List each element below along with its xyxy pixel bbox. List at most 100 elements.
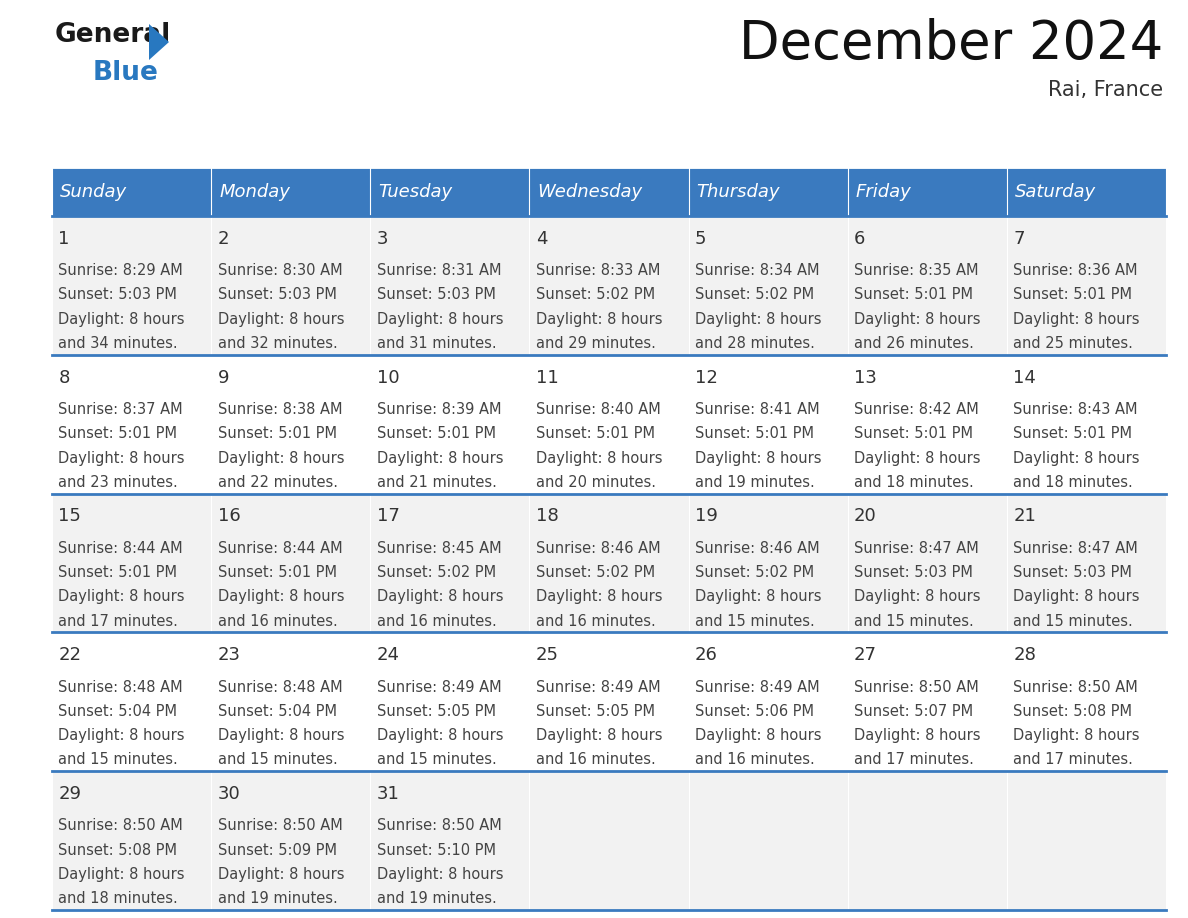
Text: Sunset: 5:05 PM: Sunset: 5:05 PM [377, 704, 495, 719]
Text: Sunrise: 8:29 AM: Sunrise: 8:29 AM [58, 263, 183, 278]
Text: Daylight: 8 hours: Daylight: 8 hours [377, 867, 504, 882]
Text: and 15 minutes.: and 15 minutes. [377, 753, 497, 767]
Text: Sunrise: 8:35 AM: Sunrise: 8:35 AM [854, 263, 979, 278]
Text: Daylight: 8 hours: Daylight: 8 hours [377, 589, 504, 604]
Text: Sunset: 5:01 PM: Sunset: 5:01 PM [377, 426, 495, 442]
Text: and 23 minutes.: and 23 minutes. [58, 475, 178, 490]
Text: Sunset: 5:03 PM: Sunset: 5:03 PM [854, 565, 973, 580]
Text: Daylight: 8 hours: Daylight: 8 hours [377, 312, 504, 327]
Text: and 25 minutes.: and 25 minutes. [1013, 336, 1133, 351]
Text: Sunrise: 8:46 AM: Sunrise: 8:46 AM [695, 541, 820, 555]
Text: Daylight: 8 hours: Daylight: 8 hours [1013, 589, 1139, 604]
Text: Daylight: 8 hours: Daylight: 8 hours [854, 312, 980, 327]
Bar [211, 494, 371, 633]
Text: Daylight: 8 hours: Daylight: 8 hours [217, 589, 345, 604]
Text: 7: 7 [1013, 230, 1025, 248]
Text: Sunday: Sunday [59, 183, 127, 201]
Text: December 2024: December 2024 [739, 18, 1163, 70]
Bar [371, 216, 530, 354]
Text: 5: 5 [695, 230, 707, 248]
Bar [211, 633, 371, 771]
Text: 13: 13 [854, 369, 877, 386]
Bar [52, 771, 211, 910]
Bar [371, 633, 530, 771]
Text: and 18 minutes.: and 18 minutes. [1013, 475, 1133, 490]
Text: Sunset: 5:02 PM: Sunset: 5:02 PM [536, 287, 655, 303]
Text: Sunset: 5:01 PM: Sunset: 5:01 PM [695, 426, 814, 442]
Text: Sunset: 5:03 PM: Sunset: 5:03 PM [217, 287, 336, 303]
Text: Daylight: 8 hours: Daylight: 8 hours [58, 451, 185, 465]
Text: and 17 minutes.: and 17 minutes. [1013, 753, 1133, 767]
Text: Sunset: 5:09 PM: Sunset: 5:09 PM [217, 843, 336, 857]
Text: Daylight: 8 hours: Daylight: 8 hours [58, 312, 185, 327]
Text: Sunrise: 8:44 AM: Sunrise: 8:44 AM [58, 541, 183, 555]
Text: Sunrise: 8:34 AM: Sunrise: 8:34 AM [695, 263, 820, 278]
Bar [1007, 633, 1165, 771]
Text: Sunset: 5:02 PM: Sunset: 5:02 PM [536, 565, 655, 580]
Bar [52, 168, 211, 216]
Text: 30: 30 [217, 785, 240, 803]
Text: Daylight: 8 hours: Daylight: 8 hours [536, 312, 662, 327]
Text: 24: 24 [377, 646, 399, 665]
Text: Daylight: 8 hours: Daylight: 8 hours [854, 451, 980, 465]
Text: and 29 minutes.: and 29 minutes. [536, 336, 656, 351]
Text: Sunrise: 8:31 AM: Sunrise: 8:31 AM [377, 263, 501, 278]
Text: Sunrise: 8:40 AM: Sunrise: 8:40 AM [536, 402, 661, 417]
Text: Daylight: 8 hours: Daylight: 8 hours [377, 451, 504, 465]
Text: Sunrise: 8:30 AM: Sunrise: 8:30 AM [217, 263, 342, 278]
Text: Sunset: 5:01 PM: Sunset: 5:01 PM [217, 426, 336, 442]
Text: and 16 minutes.: and 16 minutes. [217, 613, 337, 629]
Text: Sunset: 5:02 PM: Sunset: 5:02 PM [695, 565, 814, 580]
Text: Sunrise: 8:36 AM: Sunrise: 8:36 AM [1013, 263, 1138, 278]
Text: Daylight: 8 hours: Daylight: 8 hours [695, 312, 821, 327]
Bar [211, 216, 371, 354]
Text: Sunrise: 8:43 AM: Sunrise: 8:43 AM [1013, 402, 1138, 417]
Bar [689, 216, 848, 354]
Text: Sunrise: 8:49 AM: Sunrise: 8:49 AM [695, 679, 820, 695]
Text: Sunset: 5:01 PM: Sunset: 5:01 PM [854, 426, 973, 442]
Text: and 34 minutes.: and 34 minutes. [58, 336, 178, 351]
Text: 27: 27 [854, 646, 877, 665]
Text: Sunset: 5:03 PM: Sunset: 5:03 PM [1013, 565, 1132, 580]
Text: and 15 minutes.: and 15 minutes. [854, 613, 974, 629]
Bar [689, 168, 848, 216]
Text: and 16 minutes.: and 16 minutes. [536, 753, 656, 767]
Text: Sunset: 5:04 PM: Sunset: 5:04 PM [58, 704, 177, 719]
Text: 20: 20 [854, 508, 877, 525]
Text: and 17 minutes.: and 17 minutes. [58, 613, 178, 629]
Text: Daylight: 8 hours: Daylight: 8 hours [58, 728, 185, 744]
Bar [1007, 216, 1165, 354]
Text: Sunrise: 8:39 AM: Sunrise: 8:39 AM [377, 402, 501, 417]
Text: 18: 18 [536, 508, 558, 525]
Text: Sunset: 5:06 PM: Sunset: 5:06 PM [695, 704, 814, 719]
Text: and 31 minutes.: and 31 minutes. [377, 336, 497, 351]
Text: Sunrise: 8:48 AM: Sunrise: 8:48 AM [217, 679, 342, 695]
Bar [848, 633, 1007, 771]
Text: 22: 22 [58, 646, 81, 665]
Text: Sunset: 5:03 PM: Sunset: 5:03 PM [377, 287, 495, 303]
Text: and 21 minutes.: and 21 minutes. [377, 475, 497, 490]
Text: Sunset: 5:02 PM: Sunset: 5:02 PM [377, 565, 495, 580]
Bar [371, 494, 530, 633]
Text: and 15 minutes.: and 15 minutes. [695, 613, 815, 629]
Text: Sunset: 5:01 PM: Sunset: 5:01 PM [58, 565, 177, 580]
Text: Rai, France: Rai, France [1048, 80, 1163, 100]
Text: Sunset: 5:01 PM: Sunset: 5:01 PM [854, 287, 973, 303]
Text: Sunrise: 8:50 AM: Sunrise: 8:50 AM [377, 818, 501, 834]
Text: Tuesday: Tuesday [378, 183, 453, 201]
Text: Sunset: 5:01 PM: Sunset: 5:01 PM [1013, 287, 1132, 303]
Text: Daylight: 8 hours: Daylight: 8 hours [695, 728, 821, 744]
Text: Daylight: 8 hours: Daylight: 8 hours [695, 589, 821, 604]
Text: 6: 6 [854, 230, 865, 248]
Text: and 32 minutes.: and 32 minutes. [217, 336, 337, 351]
Text: Sunrise: 8:47 AM: Sunrise: 8:47 AM [854, 541, 979, 555]
Text: Sunset: 5:03 PM: Sunset: 5:03 PM [58, 287, 177, 303]
Text: 9: 9 [217, 369, 229, 386]
Bar [1007, 354, 1165, 494]
Bar [371, 168, 530, 216]
Bar [371, 354, 530, 494]
Text: Friday: Friday [855, 183, 911, 201]
Text: Saturday: Saturday [1015, 183, 1097, 201]
Text: Daylight: 8 hours: Daylight: 8 hours [536, 589, 662, 604]
Bar [848, 168, 1007, 216]
